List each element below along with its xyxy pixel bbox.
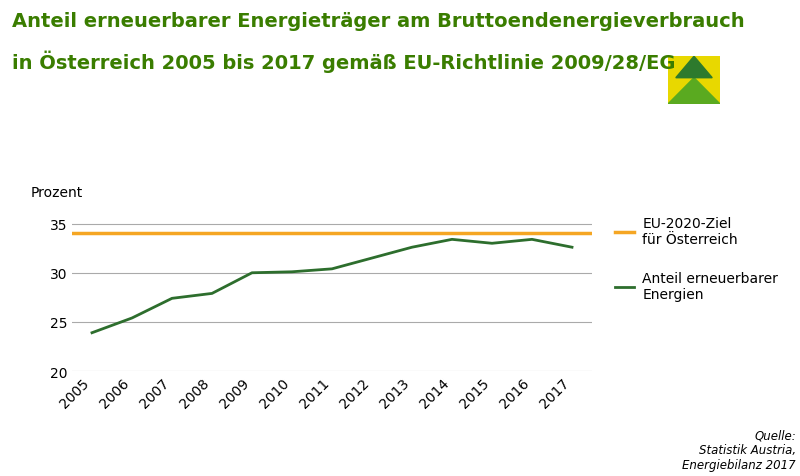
Polygon shape — [668, 79, 720, 105]
Text: Prozent: Prozent — [30, 186, 82, 200]
Text: in Österreich 2005 bis 2017 gemäß EU-Richtlinie 2009/28/EG: in Österreich 2005 bis 2017 gemäß EU-Ric… — [12, 50, 675, 72]
Polygon shape — [676, 57, 712, 79]
Text: Anteil erneuerbarer Energieträger am Bruttoendenergieverbrauch: Anteil erneuerbarer Energieträger am Bru… — [12, 12, 745, 31]
Legend: EU-2020-Ziel
für Österreich, Anteil erneuerbarer
Energien: EU-2020-Ziel für Österreich, Anteil erne… — [614, 217, 778, 302]
Text: Quelle:
Statistik Austria,
Energiebilanz 2017: Quelle: Statistik Austria, Energiebilanz… — [682, 428, 796, 471]
